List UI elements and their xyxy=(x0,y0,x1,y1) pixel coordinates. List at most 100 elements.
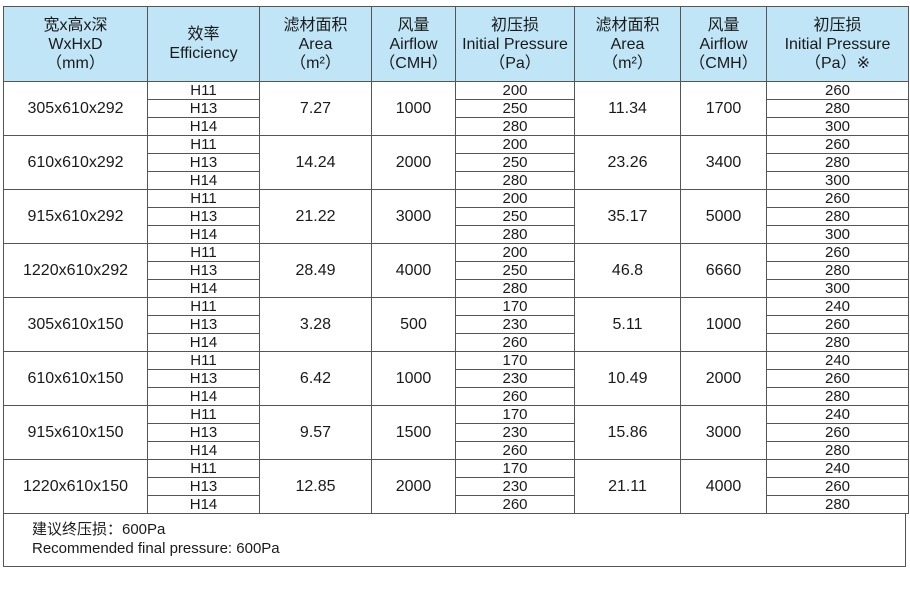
table-row: H14 280 300 xyxy=(4,171,909,190)
pressure-high-cell: 280 xyxy=(766,387,909,406)
airflow-high-cell: 3000 xyxy=(680,405,767,460)
pressure-high-cell: 240 xyxy=(766,405,909,424)
efficiency-cell: H14 xyxy=(147,225,260,244)
recommendation-note: 建议终压损：600Pa Recommended final pressure: … xyxy=(3,514,906,567)
pressure-high-cell: 280 xyxy=(766,495,909,514)
pressure-standard-cell: 260 xyxy=(455,387,575,406)
size-cell: 1220x610x150 xyxy=(3,459,148,514)
pressure-standard-cell: 280 xyxy=(455,117,575,136)
pressure-high-cell: 280 xyxy=(766,441,909,460)
area-standard-cell: 28.49 xyxy=(259,243,372,298)
efficiency-cell: H13 xyxy=(147,423,260,442)
pressure-standard-cell: 170 xyxy=(455,297,575,316)
efficiency-cell: H11 xyxy=(147,297,260,316)
airflow-standard-cell: 500 xyxy=(371,297,456,352)
airflow-high-cell: 2000 xyxy=(680,351,767,406)
pressure-standard-cell: 200 xyxy=(455,135,575,154)
airflow-standard-cell: 1000 xyxy=(371,351,456,406)
efficiency-cell: H14 xyxy=(147,117,260,136)
pressure-high-cell: 280 xyxy=(766,153,909,172)
efficiency-cell: H11 xyxy=(147,81,260,100)
airflow-high-cell: 1700 xyxy=(680,81,767,136)
table-row: 915x610x292 H11 21.22 3000 200 35.17 5000 260 xyxy=(3,189,909,244)
efficiency-cell: H11 xyxy=(147,243,260,262)
airflow-high-cell: 3400 xyxy=(680,135,767,190)
filter-spec-table: 宽x高x深 WxHxD （mm） 效率 Efficiency 滤材面积 Area （m²）… xyxy=(3,6,909,514)
pressure-high-cell: 280 xyxy=(766,99,909,118)
efficiency-cell: H13 xyxy=(147,477,260,496)
efficiency-cell: H11 xyxy=(147,405,260,424)
table-row: H14 280 300 xyxy=(4,279,909,298)
pressure-high-cell: 280 xyxy=(766,261,909,280)
pressure-standard-cell: 250 xyxy=(455,153,575,172)
pressure-standard-cell: 170 xyxy=(455,459,575,478)
pressure-high-cell: 260 xyxy=(766,81,909,100)
airflow-high-cell: 4000 xyxy=(680,459,767,514)
pressure-high-cell: 260 xyxy=(766,477,909,496)
header-area-high: 滤材面积 Area （m²） xyxy=(574,6,681,82)
table-row: H14 280 300 xyxy=(4,225,909,244)
pressure-standard-cell: 280 xyxy=(455,225,575,244)
pressure-high-cell: 260 xyxy=(766,423,909,442)
area-high-cell: 11.34 xyxy=(574,81,681,136)
area-high-cell: 10.49 xyxy=(574,351,681,406)
pressure-standard-cell: 200 xyxy=(455,81,575,100)
airflow-high-cell: 6660 xyxy=(680,243,767,298)
efficiency-cell: H13 xyxy=(147,261,260,280)
pressure-standard-cell: 260 xyxy=(455,495,575,514)
pressure-standard-cell: 170 xyxy=(455,351,575,370)
table-row: 305x610x292 H11 7.27 1000 200 11.34 1700 260 xyxy=(3,81,909,136)
area-standard-cell: 6.42 xyxy=(259,351,372,406)
pressure-standard-cell: 260 xyxy=(455,333,575,352)
area-high-cell: 5.11 xyxy=(574,297,681,352)
area-high-cell: 23.26 xyxy=(574,135,681,190)
pressure-high-cell: 280 xyxy=(766,207,909,226)
table-header: 宽x高x深 WxHxD （mm） 效率 Efficiency 滤材面积 Area （m²）… xyxy=(3,6,909,82)
airflow-standard-cell: 2000 xyxy=(371,459,456,514)
efficiency-cell: H14 xyxy=(147,441,260,460)
size-cell: 915x610x292 xyxy=(3,189,148,244)
pressure-high-cell: 300 xyxy=(766,225,909,244)
table-row: H13 250 280 xyxy=(4,207,909,226)
pressure-high-cell: 260 xyxy=(766,189,909,208)
pressure-standard-cell: 250 xyxy=(455,261,575,280)
pressure-standard-cell: 280 xyxy=(455,279,575,298)
efficiency-cell: H13 xyxy=(147,315,260,334)
efficiency-cell: H14 xyxy=(147,387,260,406)
size-cell: 610x610x292 xyxy=(3,135,148,190)
header-size: 宽x高x深 WxHxD （mm） xyxy=(3,6,148,82)
airflow-standard-cell: 2000 xyxy=(371,135,456,190)
note-line-cn: 建议终压损：600Pa xyxy=(32,521,166,538)
efficiency-cell: H13 xyxy=(147,153,260,172)
airflow-standard-cell: 3000 xyxy=(371,189,456,244)
area-standard-cell: 9.57 xyxy=(259,405,372,460)
pressure-standard-cell: 230 xyxy=(455,477,575,496)
efficiency-cell: H11 xyxy=(147,135,260,154)
header-row: 宽x高x深 WxHxD （mm） 效率 Efficiency 滤材面积 Area （m²）… xyxy=(3,6,909,82)
area-standard-cell: 7.27 xyxy=(259,81,372,136)
pressure-standard-cell: 200 xyxy=(455,189,575,208)
efficiency-cell: H14 xyxy=(147,333,260,352)
efficiency-cell: H14 xyxy=(147,171,260,190)
area-high-cell: 21.11 xyxy=(574,459,681,514)
pressure-high-cell: 240 xyxy=(766,459,909,478)
table-row: 305x610x150 H11 3.28 500 170 5.11 1000 240 xyxy=(3,297,909,352)
pressure-standard-cell: 230 xyxy=(455,369,575,388)
spec-sheet: 宽x高x深 WxHxD （mm） 效率 Efficiency 滤材面积 Area （m²）… xyxy=(3,6,909,567)
table-row: H14 260 280 xyxy=(4,387,909,406)
size-cell: 305x610x150 xyxy=(3,297,148,352)
size-cell: 1220x610x292 xyxy=(3,243,148,298)
efficiency-cell: H11 xyxy=(147,189,260,208)
area-high-cell: 46.8 xyxy=(574,243,681,298)
table-row: H14 280 300 xyxy=(4,117,909,136)
efficiency-cell: H11 xyxy=(147,351,260,370)
header-area-standard: 滤材面积 Area （m²） xyxy=(259,6,372,82)
size-cell: 305x610x292 xyxy=(3,81,148,136)
pressure-high-cell: 280 xyxy=(766,333,909,352)
area-standard-cell: 14.24 xyxy=(259,135,372,190)
note-line-en: Recommended final pressure: 600Pa xyxy=(32,540,280,557)
header-pressure-standard: 初压损 Initial Pressure （Pa） xyxy=(455,6,575,82)
efficiency-cell: H11 xyxy=(147,459,260,478)
airflow-high-cell: 1000 xyxy=(680,297,767,352)
table-row: 1220x610x150 H11 12.85 2000 170 21.11 4000 240 xyxy=(3,459,909,514)
